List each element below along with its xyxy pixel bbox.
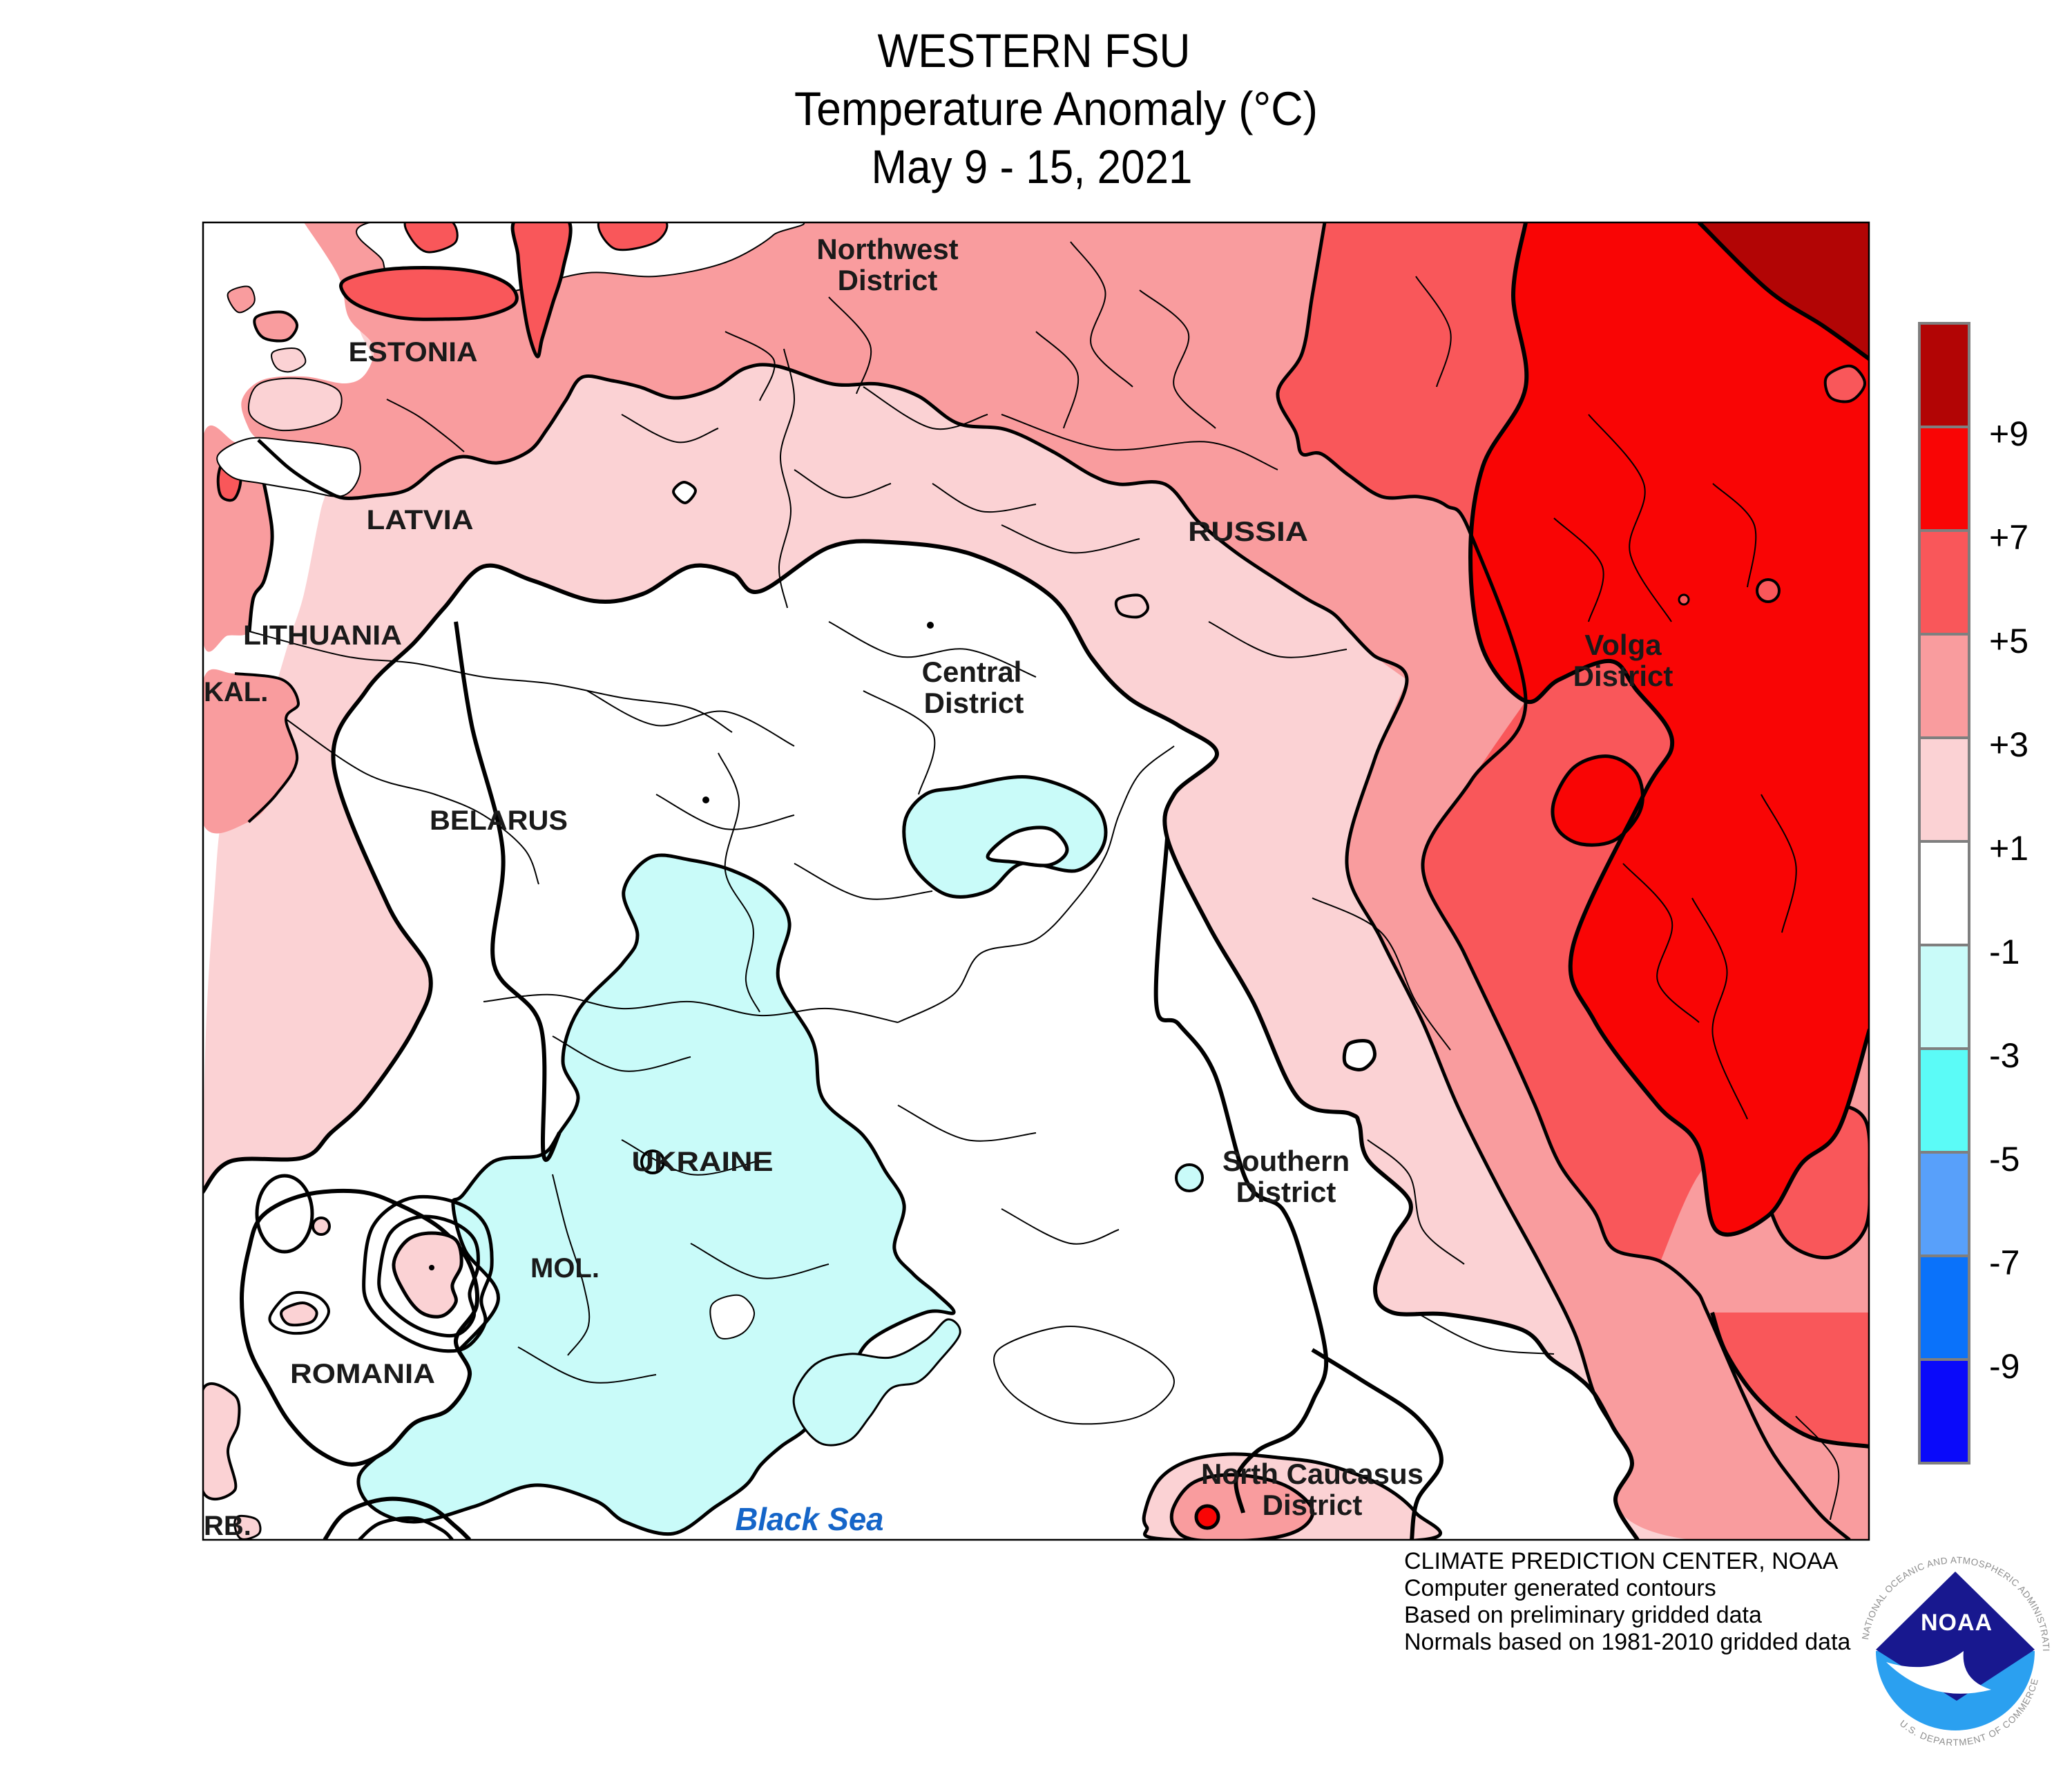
svg-text:LATVIA: LATVIA [367, 505, 474, 535]
svg-text:UKRAINE: UKRAINE [632, 1147, 774, 1177]
svg-text:ESTONIA: ESTONIA [349, 337, 478, 368]
svg-text:Black Sea: Black Sea [736, 1501, 884, 1537]
svg-text:Temperature Anomaly (°C): Temperature Anomaly (°C) [794, 82, 1318, 135]
svg-text:Based on preliminary gridded d: Based on preliminary gridded data [1404, 1602, 1762, 1628]
svg-text:Southern: Southern [1222, 1145, 1350, 1177]
svg-text:+1: +1 [1989, 829, 2028, 868]
svg-text:-1: -1 [1989, 933, 2020, 971]
svg-text:District: District [838, 264, 938, 296]
svg-text:District: District [1573, 660, 1673, 692]
svg-text:BELARUS: BELARUS [430, 805, 568, 836]
svg-text:+5: +5 [1989, 622, 2028, 660]
svg-text:District: District [924, 687, 1024, 719]
svg-text:NOAA: NOAA [1921, 1610, 1993, 1636]
svg-text:-3: -3 [1989, 1036, 2020, 1075]
svg-text:+9: +9 [1989, 414, 2028, 453]
svg-text:North Caucasus: North Caucasus [1201, 1458, 1423, 1490]
svg-text:Northwest: Northwest [816, 233, 958, 265]
svg-text:RB.: RB. [204, 1511, 251, 1541]
svg-text:Volga: Volga [1584, 629, 1662, 661]
svg-text:WESTERN FSU: WESTERN FSU [878, 24, 1191, 77]
svg-text:ROMANIA: ROMANIA [290, 1359, 435, 1389]
svg-text:Computer generated contours: Computer generated contours [1404, 1575, 1716, 1601]
svg-text:KAL.: KAL. [204, 677, 268, 707]
svg-text:LITHUANIA: LITHUANIA [243, 620, 402, 651]
svg-text:+3: +3 [1989, 725, 2028, 764]
svg-text:-7: -7 [1989, 1243, 2020, 1282]
svg-text:RUSSIA: RUSSIA [1188, 517, 1308, 547]
svg-text:District: District [1263, 1489, 1363, 1521]
svg-text:CLIMATE PREDICTION CENTER, NOA: CLIMATE PREDICTION CENTER, NOAA [1404, 1548, 1839, 1574]
svg-text:District: District [1236, 1176, 1336, 1208]
svg-text:-9: -9 [1989, 1347, 2020, 1386]
svg-text:-5: -5 [1989, 1140, 2020, 1179]
svg-text:+7: +7 [1989, 518, 2028, 557]
svg-text:MOL.: MOL. [530, 1253, 599, 1284]
svg-text:Central: Central [922, 656, 1022, 688]
svg-text:Normals based on 1981-2010 gri: Normals based on 1981-2010 gridded data [1404, 1629, 1851, 1655]
svg-text:May 9 - 15, 2021: May 9 - 15, 2021 [872, 140, 1193, 193]
